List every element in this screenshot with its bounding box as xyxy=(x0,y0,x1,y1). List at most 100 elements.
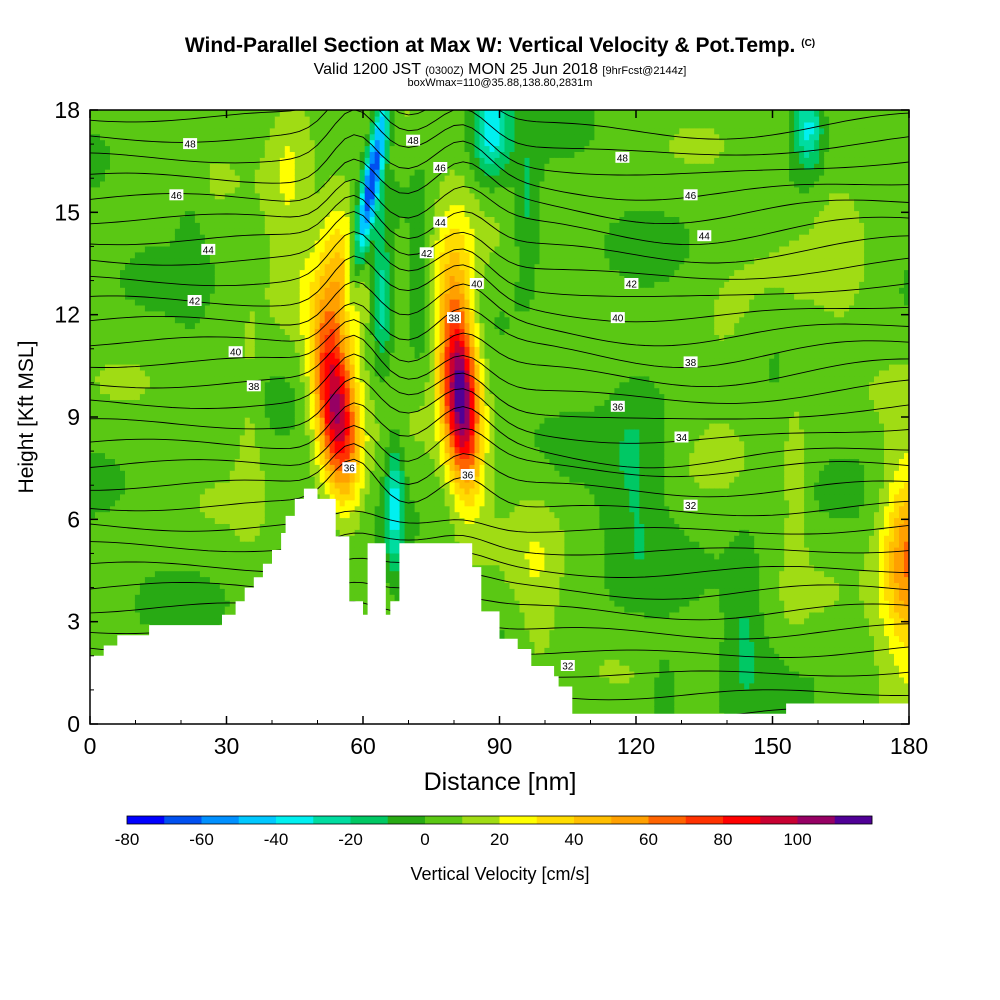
velocity-cell xyxy=(274,422,281,430)
velocity-cell xyxy=(234,393,241,400)
velocity-cell xyxy=(209,251,216,259)
velocity-cell xyxy=(294,352,301,359)
velocity-cell xyxy=(209,552,216,560)
velocity-cell xyxy=(154,340,161,347)
velocity-cell xyxy=(294,151,301,158)
velocity-cell xyxy=(264,163,271,170)
velocity-cell xyxy=(304,269,311,276)
velocity-cell xyxy=(204,470,211,477)
velocity-cell xyxy=(219,287,226,294)
velocity-cell xyxy=(179,558,186,566)
velocity-cell xyxy=(264,363,271,371)
velocity-cell xyxy=(144,422,151,430)
velocity-cell xyxy=(184,499,191,507)
velocity-cell xyxy=(174,588,181,595)
velocity-cell xyxy=(144,287,151,294)
velocity-cell xyxy=(234,505,241,513)
velocity-cell xyxy=(319,110,326,117)
velocity-cell xyxy=(95,552,101,560)
velocity-cell xyxy=(110,381,116,389)
velocity-cell xyxy=(284,151,291,158)
velocity-cell xyxy=(234,110,241,117)
velocity-cell xyxy=(115,393,121,400)
velocity-cell xyxy=(314,358,321,365)
velocity-cell xyxy=(294,369,301,377)
velocity-cell xyxy=(134,499,141,507)
velocity-cell xyxy=(254,269,261,276)
velocity-cell xyxy=(120,411,126,418)
velocity-cell xyxy=(149,487,156,495)
velocity-cell xyxy=(100,411,106,418)
velocity-cell xyxy=(144,452,151,459)
velocity-cell xyxy=(90,594,96,601)
velocity-cell xyxy=(269,257,276,265)
velocity-cell xyxy=(299,287,306,294)
velocity-cell xyxy=(144,352,151,359)
velocity-cell xyxy=(299,470,306,477)
velocity-cell xyxy=(309,411,316,418)
velocity-cell xyxy=(194,174,201,182)
velocity-cell xyxy=(105,481,111,489)
velocity-cell xyxy=(125,198,131,206)
velocity-cell xyxy=(134,552,141,560)
velocity-cell xyxy=(139,151,146,158)
velocity-cell xyxy=(154,198,161,206)
velocity-cell xyxy=(184,588,191,595)
velocity-cell xyxy=(90,499,96,507)
velocity-cell xyxy=(249,535,256,542)
velocity-cell xyxy=(154,151,161,158)
velocity-cell xyxy=(154,228,161,235)
velocity-cell xyxy=(130,239,136,247)
velocity-cell xyxy=(219,517,226,524)
velocity-cell xyxy=(164,358,171,365)
velocity-cell xyxy=(189,452,196,459)
velocity-cell xyxy=(169,552,176,560)
velocity-cell xyxy=(115,452,121,459)
velocity-cell xyxy=(134,393,141,400)
velocity-cell xyxy=(105,328,111,335)
velocity-cell xyxy=(189,505,196,513)
velocity-cell xyxy=(214,582,221,589)
velocity-cell xyxy=(169,529,176,536)
velocity-cell xyxy=(159,281,166,288)
velocity-cell xyxy=(110,139,116,147)
velocity-cell xyxy=(149,139,156,147)
velocity-cell xyxy=(154,169,161,176)
velocity-cell xyxy=(134,405,141,412)
velocity-cell xyxy=(219,481,226,489)
velocity-cell xyxy=(264,287,271,294)
velocity-cell xyxy=(149,174,156,182)
velocity-cell xyxy=(274,121,281,129)
velocity-cell xyxy=(309,393,316,400)
velocity-cell xyxy=(204,558,211,566)
velocity-cell xyxy=(269,275,276,282)
velocity-cell xyxy=(324,145,331,152)
velocity-cell xyxy=(125,328,131,335)
velocity-cell xyxy=(169,334,176,341)
velocity-cell xyxy=(105,369,111,377)
velocity-cell xyxy=(189,322,196,330)
velocity-cell xyxy=(214,281,221,288)
velocity-cell xyxy=(125,487,131,495)
velocity-cell xyxy=(324,245,331,253)
velocity-cell xyxy=(139,369,146,377)
velocity-cell xyxy=(120,169,126,176)
velocity-cell xyxy=(234,121,241,129)
velocity-cell xyxy=(95,281,101,288)
velocity-cell xyxy=(110,186,116,194)
velocity-cell xyxy=(259,470,266,477)
velocity-cell xyxy=(100,499,106,507)
velocity-cell xyxy=(299,399,306,406)
velocity-cell xyxy=(309,293,316,300)
velocity-cell xyxy=(105,564,111,572)
velocity-cell xyxy=(189,481,196,489)
velocity-cell xyxy=(209,293,216,300)
velocity-cell xyxy=(134,464,141,471)
velocity-cell xyxy=(110,157,116,164)
velocity-cell xyxy=(274,493,281,501)
velocity-cell xyxy=(209,470,216,477)
velocity-cell xyxy=(149,358,156,365)
velocity-cell xyxy=(115,428,121,436)
velocity-cell xyxy=(134,216,141,223)
velocity-cell xyxy=(274,186,281,194)
